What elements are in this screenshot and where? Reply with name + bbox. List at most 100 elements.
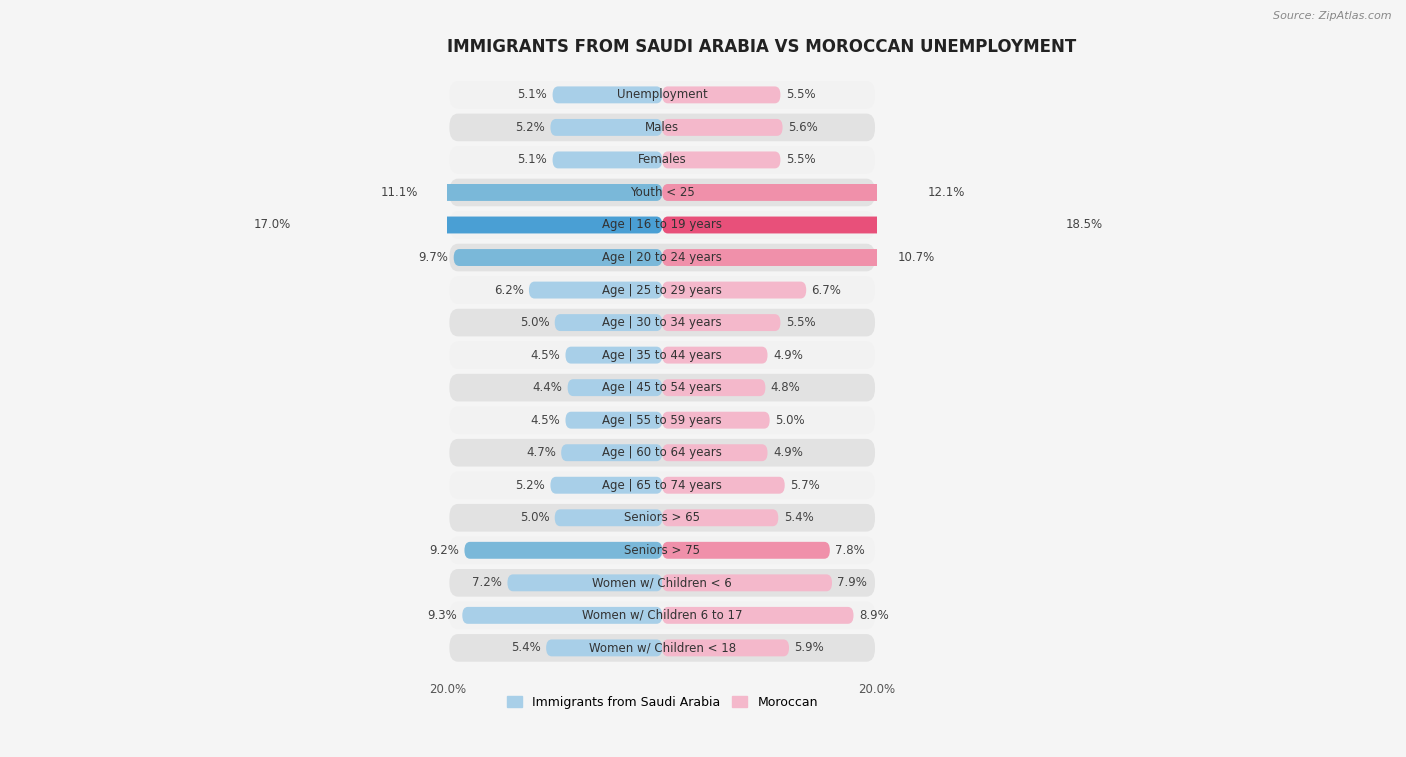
FancyBboxPatch shape <box>553 151 662 168</box>
Text: 18.5%: 18.5% <box>1066 219 1102 232</box>
Text: 9.3%: 9.3% <box>427 609 457 621</box>
FancyBboxPatch shape <box>450 81 875 109</box>
FancyBboxPatch shape <box>450 341 875 369</box>
Text: Seniors > 75: Seniors > 75 <box>624 544 700 557</box>
Text: 5.0%: 5.0% <box>520 316 550 329</box>
FancyBboxPatch shape <box>450 114 875 142</box>
FancyBboxPatch shape <box>423 184 662 201</box>
FancyBboxPatch shape <box>450 472 875 499</box>
Text: Age | 55 to 59 years: Age | 55 to 59 years <box>602 413 723 427</box>
FancyBboxPatch shape <box>450 407 875 434</box>
FancyBboxPatch shape <box>450 634 875 662</box>
FancyBboxPatch shape <box>464 542 662 559</box>
Text: Males: Males <box>645 121 679 134</box>
FancyBboxPatch shape <box>508 575 662 591</box>
Text: 7.8%: 7.8% <box>835 544 865 557</box>
Text: 5.0%: 5.0% <box>775 413 804 427</box>
Text: IMMIGRANTS FROM SAUDI ARABIA VS MOROCCAN UNEMPLOYMENT: IMMIGRANTS FROM SAUDI ARABIA VS MOROCCAN… <box>447 38 1077 56</box>
FancyBboxPatch shape <box>565 347 662 363</box>
Text: Women w/ Children < 18: Women w/ Children < 18 <box>589 641 735 654</box>
FancyBboxPatch shape <box>450 504 875 531</box>
FancyBboxPatch shape <box>662 184 922 201</box>
Text: 7.2%: 7.2% <box>472 576 502 590</box>
Text: 4.8%: 4.8% <box>770 381 800 394</box>
Text: 5.4%: 5.4% <box>510 641 541 654</box>
FancyBboxPatch shape <box>550 119 662 136</box>
Text: 8.9%: 8.9% <box>859 609 889 621</box>
FancyBboxPatch shape <box>662 444 768 461</box>
Legend: Immigrants from Saudi Arabia, Moroccan: Immigrants from Saudi Arabia, Moroccan <box>502 690 823 714</box>
Text: 5.6%: 5.6% <box>787 121 818 134</box>
FancyBboxPatch shape <box>662 575 832 591</box>
Text: 5.2%: 5.2% <box>516 121 546 134</box>
FancyBboxPatch shape <box>561 444 662 461</box>
FancyBboxPatch shape <box>297 217 662 233</box>
FancyBboxPatch shape <box>662 249 893 266</box>
FancyBboxPatch shape <box>662 640 789 656</box>
Text: 11.1%: 11.1% <box>381 186 418 199</box>
Text: 6.7%: 6.7% <box>811 284 841 297</box>
Text: 4.4%: 4.4% <box>533 381 562 394</box>
FancyBboxPatch shape <box>450 244 875 271</box>
Text: 5.0%: 5.0% <box>520 511 550 525</box>
FancyBboxPatch shape <box>450 374 875 401</box>
FancyBboxPatch shape <box>450 146 875 174</box>
Text: 12.1%: 12.1% <box>928 186 965 199</box>
Text: Age | 16 to 19 years: Age | 16 to 19 years <box>602 219 723 232</box>
Text: 4.9%: 4.9% <box>773 349 803 362</box>
FancyBboxPatch shape <box>662 151 780 168</box>
FancyBboxPatch shape <box>662 86 780 104</box>
FancyBboxPatch shape <box>662 379 765 396</box>
Text: Source: ZipAtlas.com: Source: ZipAtlas.com <box>1274 11 1392 21</box>
Text: Women w/ Children < 6: Women w/ Children < 6 <box>592 576 733 590</box>
FancyBboxPatch shape <box>450 602 875 629</box>
FancyBboxPatch shape <box>450 309 875 336</box>
FancyBboxPatch shape <box>565 412 662 428</box>
FancyBboxPatch shape <box>450 276 875 304</box>
Text: Women w/ Children 6 to 17: Women w/ Children 6 to 17 <box>582 609 742 621</box>
Text: 4.9%: 4.9% <box>773 446 803 459</box>
Text: Females: Females <box>638 154 686 167</box>
Text: 4.5%: 4.5% <box>530 349 560 362</box>
Text: 5.4%: 5.4% <box>783 511 814 525</box>
FancyBboxPatch shape <box>662 119 783 136</box>
FancyBboxPatch shape <box>529 282 662 298</box>
FancyBboxPatch shape <box>662 412 769 428</box>
FancyBboxPatch shape <box>450 211 875 238</box>
Text: 5.2%: 5.2% <box>516 478 546 492</box>
Text: Youth < 25: Youth < 25 <box>630 186 695 199</box>
Text: 9.2%: 9.2% <box>429 544 460 557</box>
FancyBboxPatch shape <box>550 477 662 494</box>
FancyBboxPatch shape <box>454 249 662 266</box>
Text: Age | 60 to 64 years: Age | 60 to 64 years <box>602 446 723 459</box>
Text: Age | 45 to 54 years: Age | 45 to 54 years <box>602 381 723 394</box>
Text: Age | 20 to 24 years: Age | 20 to 24 years <box>602 251 723 264</box>
Text: Age | 35 to 44 years: Age | 35 to 44 years <box>602 349 723 362</box>
FancyBboxPatch shape <box>662 542 830 559</box>
Text: 5.5%: 5.5% <box>786 316 815 329</box>
Text: 5.5%: 5.5% <box>786 89 815 101</box>
Text: Seniors > 65: Seniors > 65 <box>624 511 700 525</box>
FancyBboxPatch shape <box>662 509 779 526</box>
Text: 7.9%: 7.9% <box>838 576 868 590</box>
FancyBboxPatch shape <box>450 179 875 207</box>
FancyBboxPatch shape <box>450 439 875 466</box>
Text: 5.9%: 5.9% <box>794 641 824 654</box>
FancyBboxPatch shape <box>568 379 662 396</box>
Text: 9.7%: 9.7% <box>419 251 449 264</box>
FancyBboxPatch shape <box>662 217 1060 233</box>
Text: Age | 25 to 29 years: Age | 25 to 29 years <box>602 284 723 297</box>
Text: 10.7%: 10.7% <box>897 251 935 264</box>
FancyBboxPatch shape <box>555 314 662 331</box>
FancyBboxPatch shape <box>553 86 662 104</box>
Text: Unemployment: Unemployment <box>617 89 707 101</box>
Text: 5.1%: 5.1% <box>517 154 547 167</box>
FancyBboxPatch shape <box>450 537 875 564</box>
FancyBboxPatch shape <box>662 347 768 363</box>
FancyBboxPatch shape <box>662 314 780 331</box>
FancyBboxPatch shape <box>463 607 662 624</box>
FancyBboxPatch shape <box>662 477 785 494</box>
Text: Age | 30 to 34 years: Age | 30 to 34 years <box>602 316 723 329</box>
FancyBboxPatch shape <box>450 569 875 597</box>
FancyBboxPatch shape <box>546 640 662 656</box>
